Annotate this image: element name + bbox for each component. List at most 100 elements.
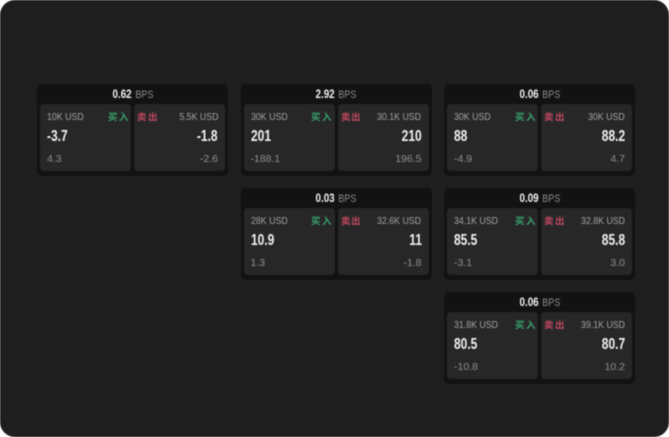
buy-price: 85.5 (454, 232, 478, 249)
sell-row-top: 5.5K USD (134, 111, 225, 123)
cjk-char-mai4-icon (137, 112, 147, 122)
buy-row-top: 10K USD (40, 111, 131, 123)
sell-amount: 32.8K USD (580, 215, 625, 227)
quote-panels: 10K USD -3.7 4.3 5.5K USD -1.8 -2.6 (40, 104, 225, 171)
sell-row-top: 39.1K USD (541, 319, 632, 331)
sell-quote-tile[interactable]: 32.8K USD 85.8 3.0 (541, 208, 632, 275)
cjk-char-ru-icon (118, 112, 128, 122)
sell-quote-tile[interactable]: 30K USD 88.2 4.7 (541, 104, 632, 171)
quote-panels: 34.1K USD 85.5 -3.1 32.8K USD 85.8 3.0 (447, 208, 632, 275)
buy-price: 10.9 (250, 232, 274, 249)
sell-row-top: 30K USD (541, 111, 632, 123)
sell-side-label (341, 112, 361, 122)
sell-change: 10.2 (604, 361, 625, 373)
buy-side-label (515, 216, 535, 226)
buy-side-label (311, 216, 332, 226)
sell-side-label (137, 112, 157, 122)
bps-value: 0.09 (519, 191, 539, 205)
buy-side-label (515, 320, 535, 330)
buy-row-top: 30K USD (244, 111, 335, 123)
buy-row-top: 34.1K USD (447, 215, 538, 227)
cjk-char-mai4-icon (544, 320, 554, 330)
cjk-char-chu-icon (351, 216, 360, 226)
sell-amount: 5.5K USD (178, 111, 218, 123)
cjk-char-chu-icon (351, 112, 360, 122)
cjk-char-chu-icon (148, 112, 157, 122)
sell-amount: 32.6K USD (377, 215, 422, 227)
cjk-char-mai-icon (108, 112, 117, 122)
buy-amount: 28K USD (250, 215, 288, 227)
bps-unit-label: BPS (541, 193, 560, 205)
quote-card: 0.09 BPS 34.1K USD 85.5 -3.1 32.8K USD 8… (444, 188, 635, 280)
cjk-char-ru-icon (525, 112, 535, 122)
buy-amount: 30K USD (250, 111, 288, 123)
buy-price: 88 (454, 128, 468, 145)
cjk-char-ru-icon (322, 112, 332, 122)
buy-change: -4.9 (454, 153, 473, 165)
buy-quote-tile[interactable]: 34.1K USD 85.5 -3.1 (447, 208, 538, 275)
bps-text: 0.09 BPS (519, 188, 560, 209)
buy-change: 4.3 (47, 153, 62, 165)
sell-price: 210 (401, 128, 422, 145)
sell-amount: 39.1K USD (580, 319, 625, 331)
bps-text: 2.92 BPS (316, 84, 357, 105)
quote-card: 2.92 BPS 30K USD 201 -188.1 30.1K USD 21… (240, 84, 432, 176)
cjk-char-chu-icon (555, 112, 564, 122)
card-header: 0.06 BPS (444, 292, 635, 312)
sell-row-top: 30.1K USD (338, 111, 429, 123)
buy-change: 1.3 (250, 257, 266, 269)
bps-unit-label: BPS (541, 297, 560, 309)
buy-row-top: 28K USD (244, 215, 335, 227)
sell-quote-tile[interactable]: 30.1K USD 210 196.5 (337, 104, 429, 171)
quote-card: 0.06 BPS 30K USD 88 -4.9 30K USD 88.2 4.… (444, 84, 635, 176)
buy-price: 201 (250, 128, 271, 145)
sell-quote-tile[interactable]: 39.1K USD 80.7 10.2 (541, 312, 632, 379)
buy-row-top: 30K USD (447, 111, 538, 123)
bps-value: 2.92 (315, 87, 335, 101)
sell-change: -2.6 (199, 153, 218, 165)
buy-change: -188.1 (250, 153, 281, 165)
buy-side-label (311, 112, 332, 122)
cjk-char-ru-icon (525, 320, 535, 330)
buy-amount: 34.1K USD (454, 215, 499, 227)
bps-value: 0.62 (112, 87, 132, 101)
buy-change: -3.1 (454, 257, 473, 269)
sell-change: 3.0 (610, 257, 625, 269)
buy-change: -10.8 (454, 361, 478, 373)
cjk-char-mai4-icon (341, 216, 350, 226)
buy-amount: 30K USD (454, 111, 491, 123)
sell-change: -1.8 (403, 257, 422, 269)
sell-row-top: 32.6K USD (338, 215, 429, 227)
buy-quote-tile[interactable]: 10K USD -3.7 4.3 (40, 104, 131, 171)
sell-side-label (544, 320, 564, 330)
buy-quote-tile[interactable]: 31.8K USD 80.5 -10.8 (447, 312, 538, 379)
bps-unit-label: BPS (541, 89, 560, 101)
card-header: 0.62 BPS (37, 84, 228, 104)
cjk-char-mai-icon (311, 216, 321, 226)
bps-text: 0.62 BPS (112, 84, 153, 105)
sell-price: 11 (408, 232, 422, 249)
buy-price: -3.7 (47, 128, 68, 145)
cjk-char-mai4-icon (544, 216, 554, 226)
cjk-char-chu-icon (555, 320, 564, 330)
buy-quote-tile[interactable]: 30K USD 201 -188.1 (243, 104, 335, 171)
bps-text: 0.06 BPS (519, 292, 560, 313)
buy-quote-tile[interactable]: 28K USD 10.9 1.3 (243, 208, 335, 275)
buy-row-top: 31.8K USD (447, 319, 538, 331)
sell-quote-tile[interactable]: 32.6K USD 11 -1.8 (337, 208, 429, 275)
bps-value: 0.06 (519, 295, 539, 309)
quote-card: 0.03 BPS 28K USD 10.9 1.3 32.6K USD 11 -… (240, 188, 432, 280)
sell-amount: 30.1K USD (377, 111, 422, 123)
cjk-char-mai4-icon (544, 112, 554, 122)
card-header: 0.03 BPS (241, 188, 432, 208)
buy-price: 80.5 (454, 336, 478, 353)
cjk-char-mai4-icon (341, 112, 350, 122)
cjk-char-mai-icon (515, 320, 524, 330)
card-header: 0.06 BPS (444, 84, 635, 104)
sell-change: 4.7 (610, 153, 625, 165)
sell-side-label (544, 112, 564, 122)
sell-price: 88.2 (601, 128, 625, 145)
buy-quote-tile[interactable]: 30K USD 88 -4.9 (447, 104, 538, 171)
sell-quote-tile[interactable]: 5.5K USD -1.8 -2.6 (134, 104, 225, 171)
